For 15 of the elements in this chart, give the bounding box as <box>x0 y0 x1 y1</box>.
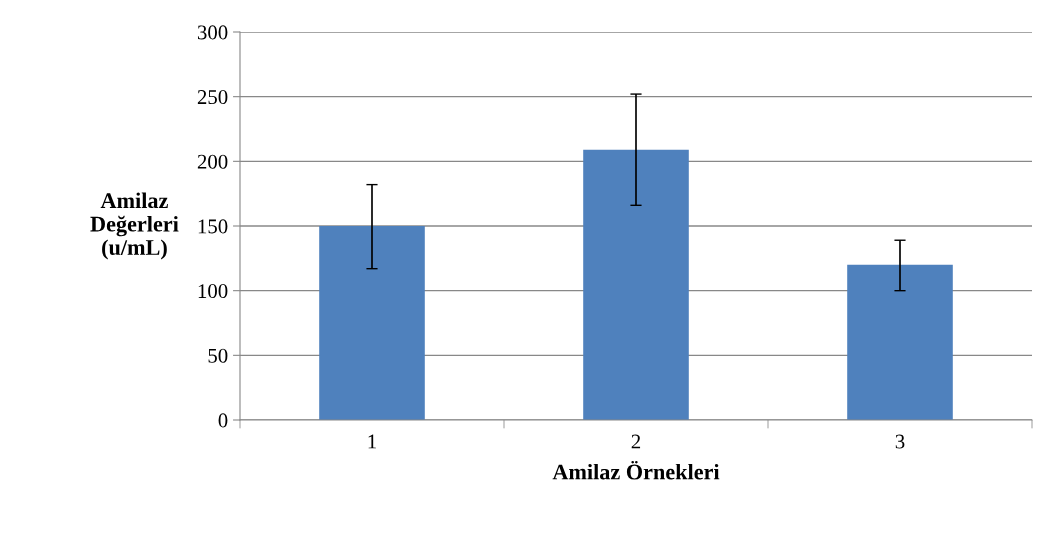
x-tick-label: 3 <box>895 434 905 449</box>
y-axis-title: Amilaz Değerleri (u/mL) <box>90 192 179 260</box>
y-tick-label: 250 <box>197 90 228 105</box>
x-tick-label: 2 <box>631 434 641 449</box>
y-tick-label: 300 <box>197 25 228 40</box>
y-tick-label: 0 <box>218 413 228 428</box>
y-tick-label: 200 <box>197 154 228 169</box>
x-axis-title: Amilaz Örnekleri <box>552 460 720 480</box>
y-tick-label: 100 <box>198 284 228 299</box>
bar <box>319 226 425 420</box>
x-tick-label: 1 <box>368 434 376 449</box>
bar <box>847 264 953 420</box>
bar <box>583 149 689 420</box>
y-tick-label: 50 <box>208 348 228 363</box>
y-tick-label: 150 <box>198 219 228 234</box>
